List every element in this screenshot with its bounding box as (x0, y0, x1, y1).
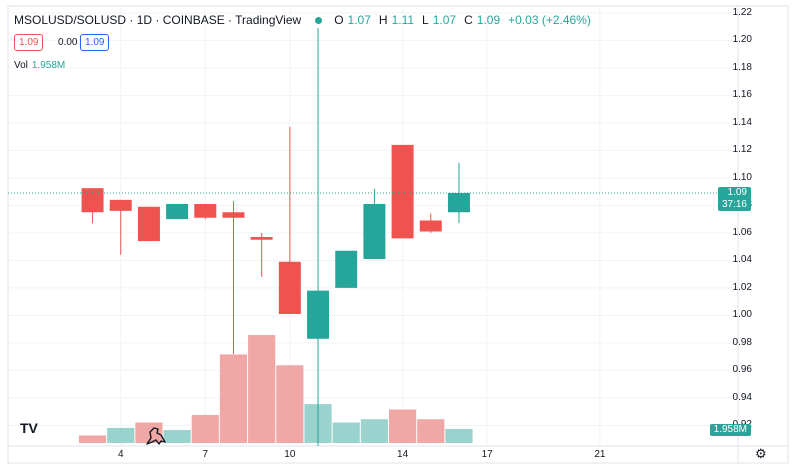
volume-bar (191, 414, 219, 443)
y-tick-label: 1.16 (732, 89, 752, 101)
candle-body (419, 220, 442, 232)
y-tick-label: 0.98 (732, 336, 752, 348)
spread-value: 0.00 (58, 37, 78, 48)
y-tick-label: 1.20 (732, 34, 752, 46)
high-value: 1.11 (391, 13, 415, 27)
volume-tag: 1.958M (709, 424, 751, 436)
open-label: O (334, 13, 344, 27)
y-tick-label: 1.06 (732, 226, 752, 238)
buy-price-button[interactable]: 1.09 (80, 34, 110, 51)
open-value: 1.07 (347, 13, 371, 27)
volume-bar (276, 365, 304, 443)
x-tick-label: 21 (594, 449, 606, 460)
volume-bar (417, 419, 445, 443)
y-tick-label: 1.02 (732, 281, 752, 293)
dino-icon[interactable] (143, 424, 169, 446)
candle-body (194, 204, 217, 218)
candle-body (81, 188, 104, 213)
volume-bar (389, 409, 417, 443)
low-label: L (422, 13, 429, 27)
volume-legend: Vol 1.958M (14, 60, 65, 71)
x-tick-label: 7 (202, 449, 209, 460)
y-tick-label: 0.96 (732, 364, 752, 376)
y-tick-label: 1.18 (732, 61, 752, 73)
x-tick-label: 10 (284, 449, 296, 460)
candle-body (391, 144, 414, 239)
volume-bar (248, 335, 276, 443)
x-tick-label: 17 (481, 449, 493, 460)
volume-bar (445, 428, 473, 443)
legend-header: MSOLUSD/SOLUSD · 1D · COINBASE · Trading… (14, 13, 595, 27)
candles (81, 127, 470, 354)
y-tick-label: 1.14 (732, 116, 752, 128)
volume-value: 1.958M (31, 60, 66, 71)
volume-bar (360, 419, 389, 443)
candle-body (250, 237, 273, 240)
x-tick-label: 14 (397, 449, 409, 460)
low-value: 1.07 (432, 13, 457, 27)
settings-gear-icon[interactable]: ⚙ (755, 446, 767, 461)
y-tick-label: 1.00 (732, 309, 752, 321)
y-tick-label: 1.04 (732, 254, 752, 266)
candle-body (137, 206, 160, 242)
volume-bar (107, 427, 135, 443)
candle-body (363, 204, 386, 259)
change-value: +0.03 (+2.46%) (508, 13, 591, 27)
volume-bars (78, 335, 473, 443)
volume-label: Vol (14, 60, 28, 71)
y-tick-label: 1.12 (732, 144, 752, 156)
candle-body (166, 204, 189, 220)
chart-border (7, 5, 789, 464)
last-price-tag: 1.09 37:16 (717, 187, 751, 211)
candle-body (222, 212, 245, 218)
volume-bar (78, 435, 107, 443)
volume-bar (163, 430, 191, 443)
volume-bar (135, 422, 163, 443)
last-price-value: 1.09 (727, 187, 747, 198)
high-label: H (378, 13, 388, 27)
grid (8, 6, 788, 463)
bar-countdown: 37:16 (721, 199, 747, 210)
y-tick-label: 0.94 (732, 391, 752, 403)
candle-body (109, 199, 132, 211)
candle-body (278, 261, 301, 314)
candle-body (335, 250, 358, 288)
tradingview-logo[interactable]: TV (20, 420, 38, 436)
symbol-title[interactable]: MSOLUSD/SOLUSD · 1D · COINBASE · Trading… (14, 13, 302, 27)
x-tick-label: 4 (117, 449, 124, 460)
volume-bar (219, 354, 248, 443)
market-status-dot-icon (315, 16, 323, 24)
sell-price-button[interactable]: 1.09 (14, 34, 44, 51)
candle-body (447, 193, 470, 213)
y-tick-label: 1.10 (732, 171, 752, 183)
volume-bar (332, 422, 360, 443)
crosshair (8, 28, 738, 446)
close-label: C (464, 13, 473, 27)
close-value: 1.09 (476, 13, 501, 27)
y-tick-label: 1.22 (732, 6, 752, 18)
